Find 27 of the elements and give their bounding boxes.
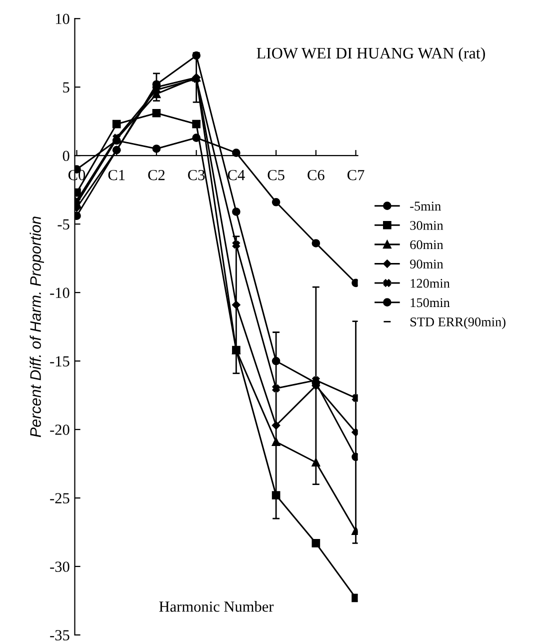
- legend-label: 30min: [410, 220, 444, 230]
- y-tick-label: -5: [58, 219, 70, 230]
- y-tick-label: -10: [50, 288, 70, 298]
- y-tick-label: 10: [56, 14, 70, 24]
- text: LIOW WEI DI HUANG WAN (rat): [256, 47, 485, 62]
- x-axis-title: Harmonic Number: [159, 601, 274, 612]
- y-tick-label: -25: [50, 493, 70, 504]
- y-tick-label: -20: [50, 424, 70, 435]
- y-tick-label: 5: [63, 82, 70, 93]
- y-tick-label: -35: [50, 630, 70, 640]
- x-tick-label: C7: [348, 170, 364, 180]
- x-tick-label: C4: [228, 170, 245, 180]
- y-tick-label: -30: [50, 562, 70, 572]
- legend-label: 150min: [410, 298, 450, 308]
- text: STD ERR(90min): [410, 317, 506, 330]
- x-tick-label: C1: [108, 170, 125, 180]
- legend-label: 90min: [410, 260, 444, 268]
- y-axis-title: Percent Diff. of Harm. Proportion: [30, 216, 44, 438]
- x-tick-label: C3: [188, 170, 205, 180]
- legend-label: 120min: [410, 278, 450, 288]
- legend-label: -5min: [410, 202, 441, 211]
- legend-label: 60min: [410, 240, 444, 250]
- x-tick-label: C2: [148, 170, 165, 180]
- y-tick-label: 0: [62, 150, 70, 162]
- x-tick-label: C5: [268, 170, 284, 180]
- x-tick-label: C6: [308, 170, 324, 180]
- y-tick-label: -15: [50, 356, 70, 366]
